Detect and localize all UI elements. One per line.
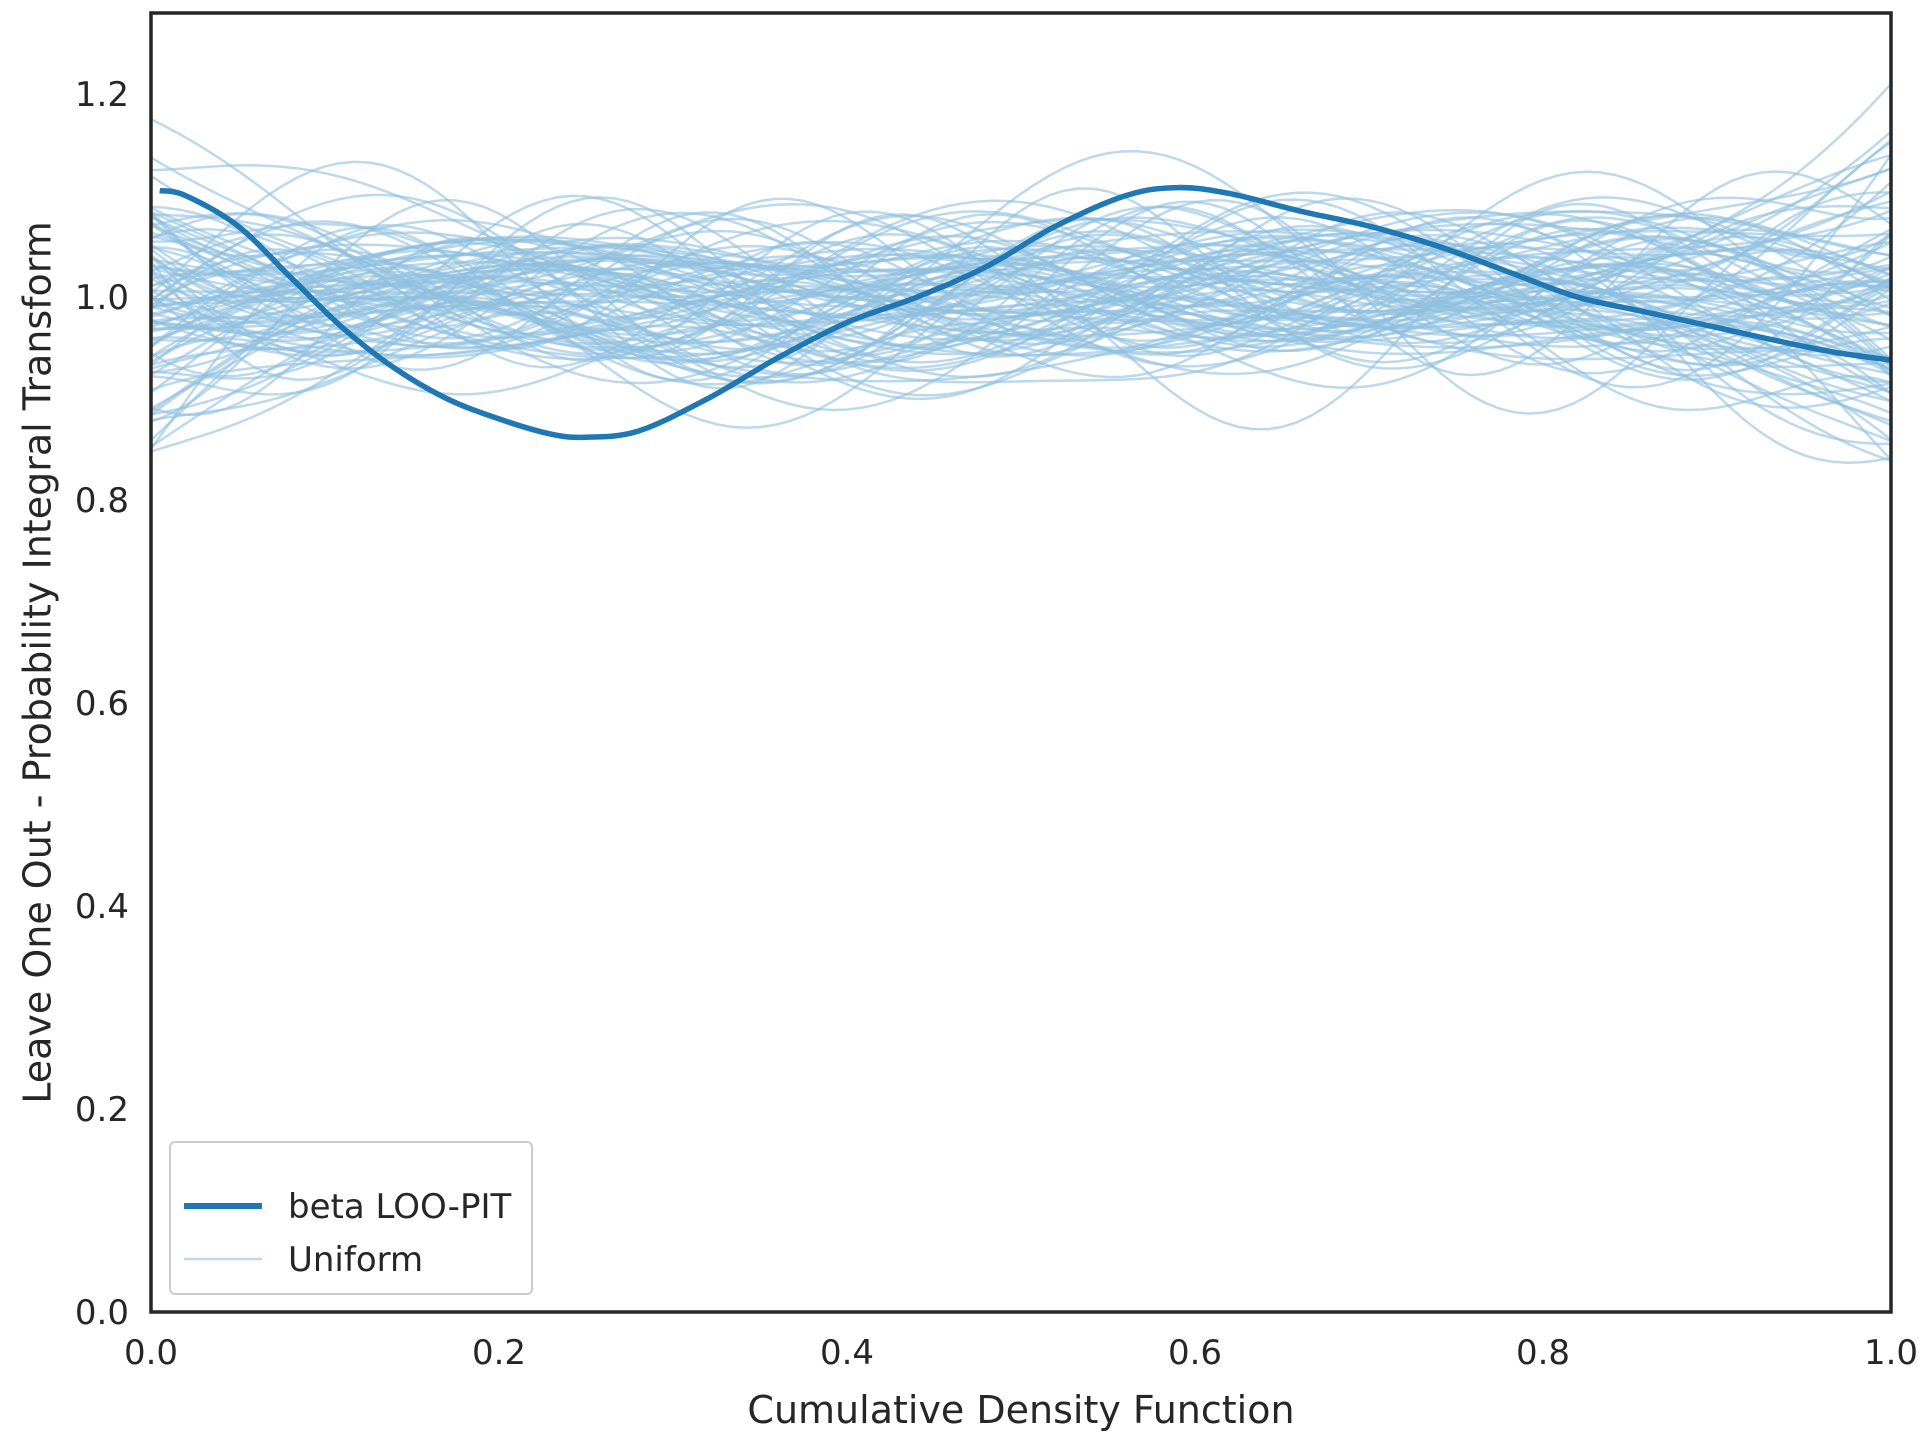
uniform-curve	[150, 232, 1892, 364]
uniform-curve	[150, 210, 1892, 363]
uniform-curve	[150, 234, 1892, 349]
x-axis-label: Cumulative Density Function	[747, 1388, 1294, 1432]
x-axis-ticks: 0.0 0.2 0.4 0.6 0.8 1.0	[124, 1333, 1918, 1373]
legend-uniform-label: Uniform	[288, 1240, 423, 1280]
uniform-curve	[150, 243, 1892, 367]
x-tick-label: 0.2	[472, 1333, 526, 1373]
y-axis-label: Leave One Out - Probability Integral Tra…	[16, 221, 60, 1104]
uniform-curve	[150, 212, 1892, 339]
uniform-curve	[150, 224, 1892, 328]
legend-box	[169, 1141, 533, 1295]
beta-loo-pit-line	[159, 184, 1892, 441]
uniform-curve	[150, 215, 1892, 366]
uniform-lines-group	[149, 83, 1893, 464]
uniform-curve	[150, 206, 1892, 372]
uniform-curve	[150, 232, 1892, 367]
x-tick-label: 0.6	[1168, 1333, 1222, 1373]
uniform-curve	[150, 196, 1892, 340]
main-series-group	[159, 184, 1892, 441]
legend: beta LOO-PIT Uniform	[169, 1141, 533, 1295]
x-tick-label: 0.0	[124, 1333, 178, 1373]
uniform-curve	[150, 198, 1892, 431]
y-tick-label: 0.4	[75, 887, 129, 927]
uniform-curve	[150, 216, 1892, 375]
y-tick-label: 0.2	[75, 1090, 129, 1130]
uniform-curve	[150, 212, 1892, 403]
uniform-curve	[150, 245, 1892, 329]
uniform-curve	[150, 241, 1892, 446]
y-tick-label: 0.0	[75, 1293, 129, 1333]
legend-main-label: beta LOO-PIT	[288, 1187, 511, 1227]
y-tick-label: 0.6	[75, 684, 129, 724]
uniform-curve	[150, 197, 1892, 377]
uniform-curve	[150, 270, 1892, 370]
y-tick-label: 0.8	[75, 481, 129, 521]
x-tick-label: 0.4	[820, 1333, 874, 1373]
x-tick-label: 0.8	[1516, 1333, 1570, 1373]
uniform-curve	[150, 187, 1892, 367]
y-tick-label: 1.0	[75, 278, 129, 318]
x-tick-label: 1.0	[1864, 1333, 1918, 1373]
y-axis-ticks: 0.0 0.2 0.4 0.6 0.8 1.0 1.2	[75, 75, 129, 1333]
uniform-curve	[150, 170, 1892, 323]
axes-frame	[149, 11, 1893, 1314]
uniform-curve	[150, 164, 1892, 335]
uniform-curve	[150, 227, 1892, 395]
y-tick-label: 1.2	[75, 75, 129, 115]
